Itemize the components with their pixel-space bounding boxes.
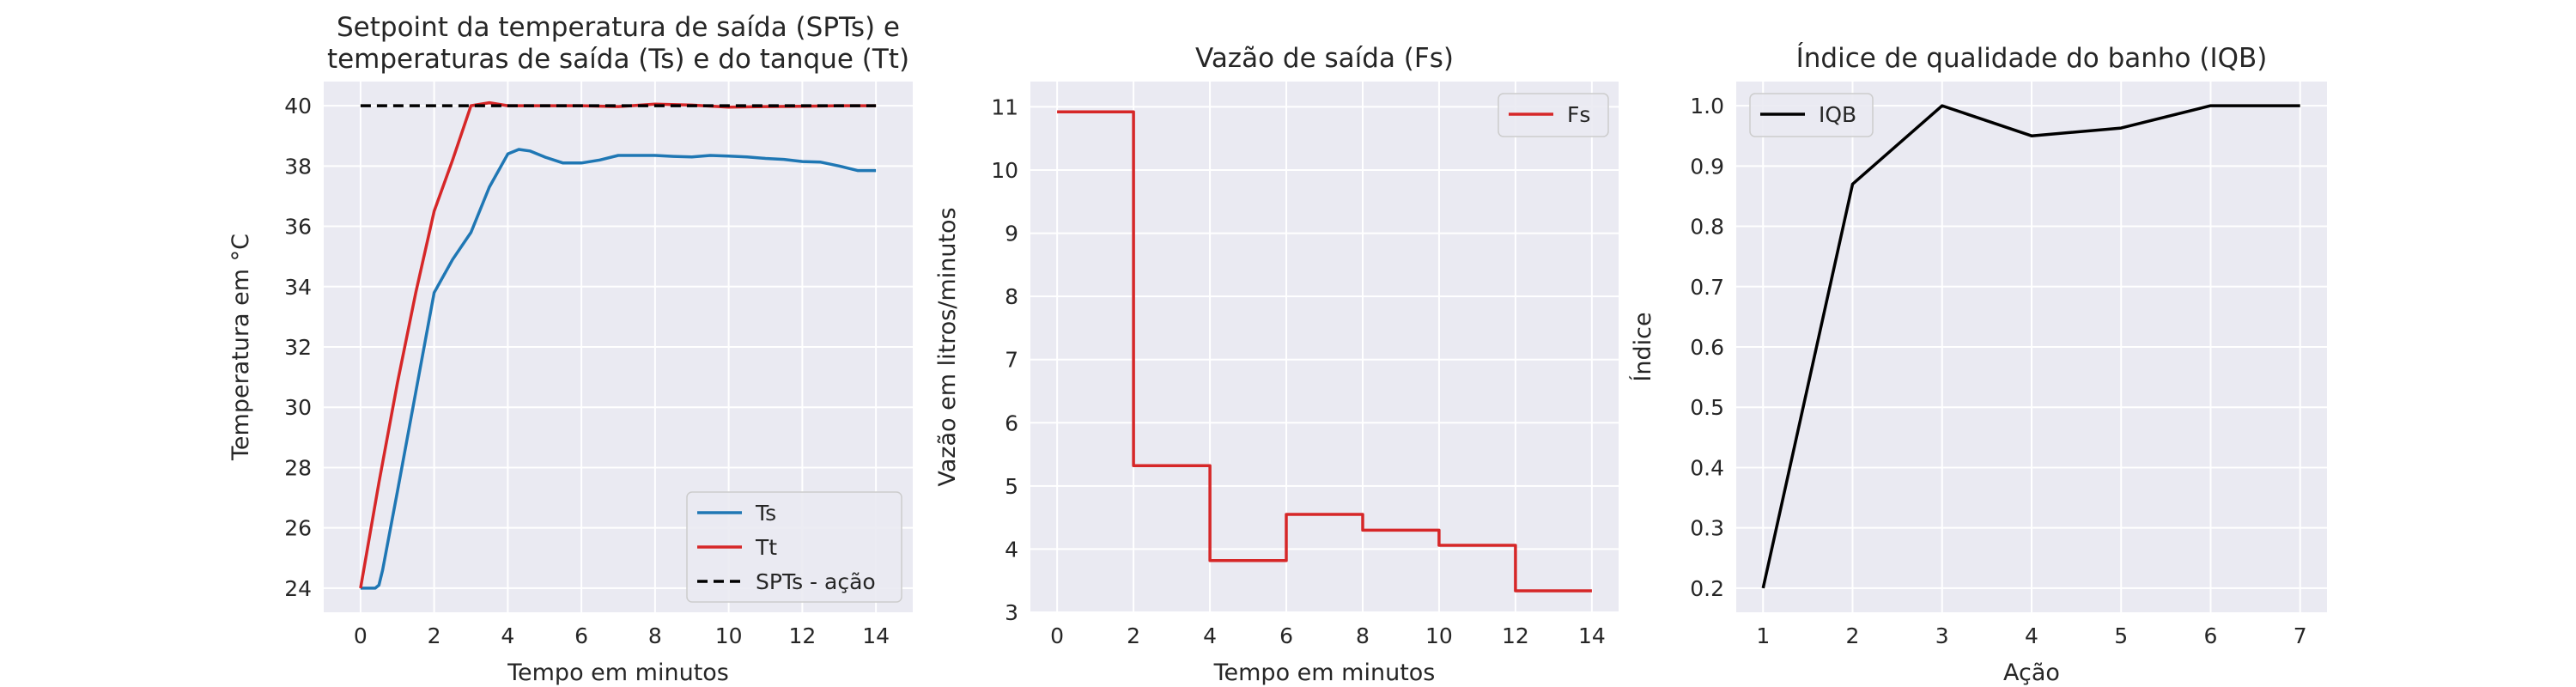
y-axis-label: Vazão em litros/minutos [934,207,961,486]
x-tick-label: 3 [1935,623,1949,648]
y-tick-label: 28 [284,455,312,480]
legend-box [686,491,902,603]
legend: Ts Tt SPTs - ação [686,491,902,603]
x-tick-label: 2 [428,623,441,648]
chart-title: Setpoint da temperatura de saída (SPTs) … [337,12,900,43]
x-tick-label: 4 [1203,623,1217,648]
y-tick-label: 0.5 [1690,395,1724,420]
x-tick-label: 8 [648,623,662,648]
legend-label-fs: Fs [1567,102,1590,127]
y-tick-label: 24 [284,576,312,601]
chart-title: Vazão de saída (Fs) [1195,43,1454,74]
y-axis-label: Índice [1629,312,1656,381]
series-line-fs [1057,110,1592,593]
legend: IQB [1749,93,1874,137]
x-tick-label: 0 [1050,623,1064,648]
y-tick-label: 32 [284,335,312,360]
legend-label-iqb: IQB [1819,102,1856,127]
y-tick-label: 26 [284,516,312,541]
y-tick-label: 0.4 [1690,455,1724,480]
y-tick-label: 5 [1005,474,1018,499]
x-tick-label: 1 [1756,623,1770,648]
y-tick-label: 0.3 [1690,516,1724,541]
x-tick-label: 6 [1279,623,1293,648]
x-tick-label: 10 [1425,623,1453,648]
y-tick-label: 38 [284,154,312,179]
y-tick-label: 11 [991,94,1018,119]
y-tick-label: 0.6 [1690,335,1724,360]
y-tick-label: 36 [284,215,312,240]
y-tick-label: 3 [1005,600,1018,625]
x-tick-label: 14 [1578,623,1606,648]
chart-title: Índice de qualidade do banho (IQB) [1796,43,2268,74]
x-tick-label: 12 [1502,623,1529,648]
y-tick-label: 1.0 [1690,94,1724,119]
legend: Fs [1498,93,1609,137]
chart-2: 0 2 4 6 8 10 12 14 3 4 5 6 7 8 9 10 11 Vazão de saída (Fs… [934,43,1619,686]
x-tick-label: 0 [354,623,368,648]
x-tick-label: 4 [501,623,514,648]
y-tick-label: 30 [284,395,312,420]
x-tick-label: 14 [862,623,890,648]
x-tick-label: 4 [2025,623,2038,648]
x-axis-label: Tempo em minutos [1213,660,1436,686]
y-tick-label: 7 [1005,348,1018,373]
y-tick-label: 0.2 [1690,576,1724,601]
y-tick-label: 6 [1005,410,1018,435]
x-axis-label: Ação [2003,660,2060,686]
x-tick-label: 2 [1127,623,1140,648]
chart-3: 1 2 3 4 5 6 7 0.2 0.3 0.4 0.5 0.6 0.7 0.8 0.9 1.0 Índice… [1629,43,2327,686]
y-tick-label: 0.9 [1690,154,1724,179]
x-tick-label: 6 [574,623,588,648]
y-tick-label: 10 [991,158,1018,183]
legend-box [1749,93,1874,137]
x-tick-label: 2 [1846,623,1860,648]
x-tick-label: 8 [1356,623,1370,648]
x-tick-label: 5 [2114,623,2128,648]
y-tick-label: 0.7 [1690,275,1724,300]
x-tick-label: 6 [2204,623,2218,648]
series-line-iqb [1761,104,2300,589]
y-tick-label: 34 [284,275,312,300]
plot-area [1030,82,1619,612]
x-tick-label: 12 [788,623,816,648]
legend-label-tt: Tt [755,535,777,560]
series-line-ts [360,148,877,590]
y-tick-label: 9 [1005,222,1018,246]
y-axis-label: Temperatura em °C [228,234,254,461]
y-tick-label: 8 [1005,284,1018,309]
chart-title: temperaturas de saída (Ts) e do tanque (… [327,44,909,75]
y-tick-label: 40 [284,94,312,119]
x-axis-label: Tempo em minutos [507,660,729,686]
legend-label-ts: Ts [755,501,776,526]
y-tick-label: 0.8 [1690,215,1724,240]
y-tick-label: 4 [1005,537,1018,562]
x-tick-label: 10 [715,623,743,648]
x-tick-label: 7 [2293,623,2307,648]
legend-label-spts-a-o: SPTs - ação [756,569,876,594]
